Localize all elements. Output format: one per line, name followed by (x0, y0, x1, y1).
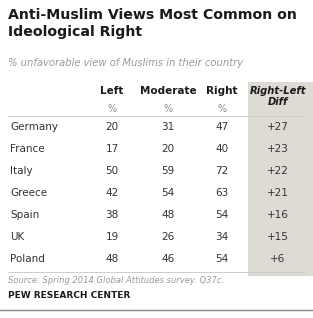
Text: % unfavorable view of Muslims in their country: % unfavorable view of Muslims in their c… (8, 58, 243, 68)
Text: +23: +23 (267, 144, 289, 154)
Text: 26: 26 (162, 232, 175, 242)
Text: Italy: Italy (10, 166, 33, 176)
Text: 48: 48 (105, 254, 119, 264)
Text: 17: 17 (105, 144, 119, 154)
Text: Moderate: Moderate (140, 86, 196, 96)
Text: 40: 40 (215, 144, 228, 154)
Text: Left: Left (100, 86, 124, 96)
Text: Source: Spring 2014 Global Attitudes survey. Q37c.: Source: Spring 2014 Global Attitudes sur… (8, 276, 224, 285)
Text: 46: 46 (162, 254, 175, 264)
Text: Right: Right (206, 86, 238, 96)
Text: 48: 48 (162, 210, 175, 220)
Text: 72: 72 (215, 166, 228, 176)
Text: %: % (218, 104, 227, 114)
Text: +21: +21 (267, 188, 289, 198)
Text: +16: +16 (267, 210, 289, 220)
Text: +15: +15 (267, 232, 289, 242)
Text: Anti-Muslim Views Most Common on
Ideological Right: Anti-Muslim Views Most Common on Ideolog… (8, 8, 297, 39)
Text: Right-Left
Diff: Right-Left Diff (250, 86, 306, 107)
Text: 20: 20 (162, 144, 175, 154)
Text: 54: 54 (215, 254, 228, 264)
Text: %: % (107, 104, 116, 114)
Text: 50: 50 (105, 166, 119, 176)
Text: PEW RESEARCH CENTER: PEW RESEARCH CENTER (8, 291, 130, 300)
Text: 54: 54 (215, 210, 228, 220)
Text: 47: 47 (215, 122, 228, 132)
Text: 34: 34 (215, 232, 228, 242)
Text: 42: 42 (105, 188, 119, 198)
Text: 54: 54 (162, 188, 175, 198)
Text: 38: 38 (105, 210, 119, 220)
Bar (248, 82, 313, 276)
Text: France: France (10, 144, 45, 154)
Text: UK: UK (10, 232, 24, 242)
Text: +27: +27 (267, 122, 289, 132)
Text: +22: +22 (267, 166, 289, 176)
Text: +6: +6 (270, 254, 286, 264)
Text: Greece: Greece (10, 188, 47, 198)
Text: 31: 31 (162, 122, 175, 132)
Text: 59: 59 (162, 166, 175, 176)
Text: 20: 20 (105, 122, 119, 132)
Text: Spain: Spain (10, 210, 39, 220)
Text: 63: 63 (215, 188, 228, 198)
Text: Poland: Poland (10, 254, 45, 264)
Text: 19: 19 (105, 232, 119, 242)
Text: Germany: Germany (10, 122, 58, 132)
Text: %: % (163, 104, 172, 114)
